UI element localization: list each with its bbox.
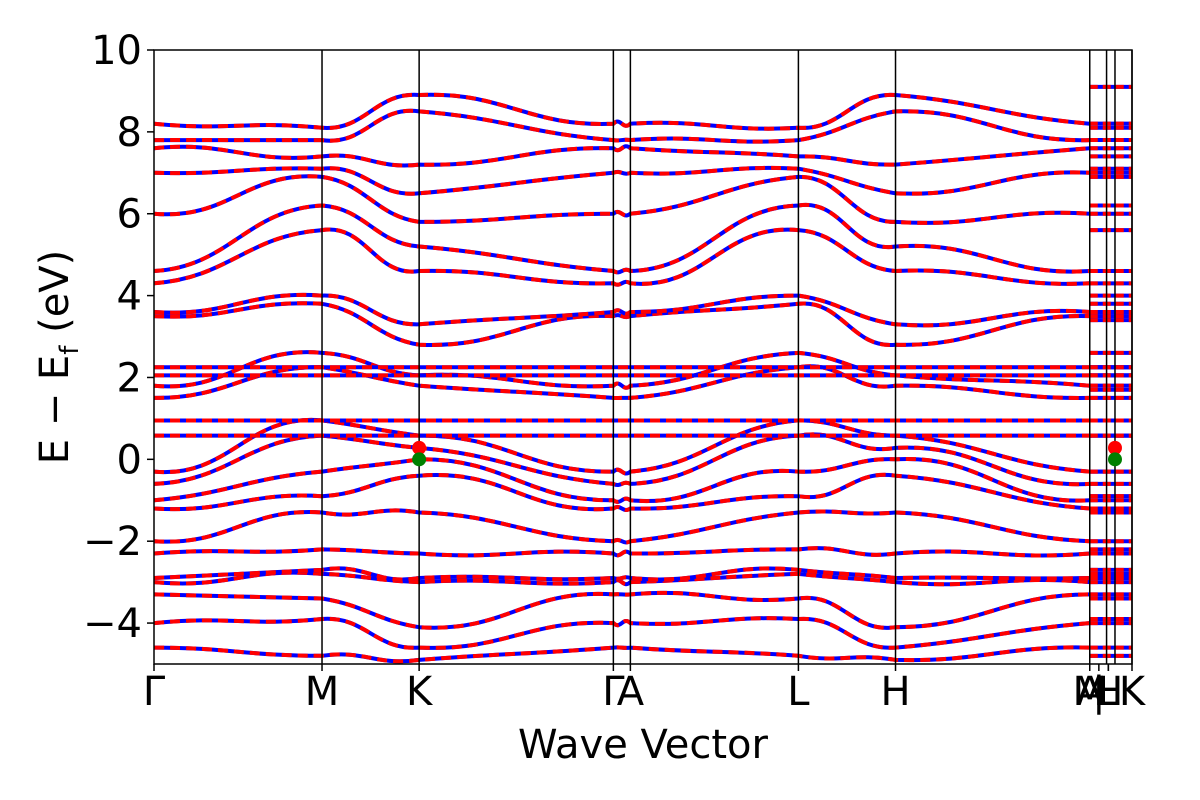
plot-frame [153,49,1133,665]
x-tick-label: M [305,669,340,715]
y-tick-label: 4 [117,274,142,320]
y-tick-label: 0 [117,437,142,483]
y-tick-label: 6 [117,192,142,238]
y-tick-label: 10 [91,28,142,74]
y-axis-label-unit: (eV) [32,250,78,346]
band-edge-markers [412,440,1122,467]
y-axis: −4 −2 0 2 4 6 8 10 [83,28,154,647]
x-axis-label: Wave Vector [518,722,769,768]
x-tick-label: | [1092,669,1105,715]
x-tick-label: H [880,669,910,715]
x-tick-label: Γ [602,669,625,715]
x-tick-label: L [787,669,810,715]
vbm-marker [412,452,427,467]
x-tick-label: H [1093,669,1123,715]
x-axis: Γ M K ΓA L H AM|LHK [143,664,1147,715]
x-tick-label: A [617,669,645,715]
y-axis-label-subscript: f [55,345,85,355]
band-line-spin-down [154,92,1090,131]
high-symmetry-lines [321,50,1133,664]
y-tick-label: 2 [117,355,142,401]
y-axis-label-main: E − E [32,355,78,465]
vbm-marker [1107,452,1122,467]
y-tick-label: −4 [83,601,142,647]
band-line-spin-down [154,174,1090,225]
x-tick-label: K [1119,669,1147,715]
y-axis-label: E − Ef (eV) [32,250,85,465]
cbm-marker [1107,440,1122,455]
x-tick-label: A [1076,669,1104,715]
x-tick-label: L [1097,669,1120,715]
plot-background [154,50,1132,664]
y-tick-label: −2 [83,519,142,565]
x-tick-label: M [1072,669,1107,715]
y-tick-label: 8 [117,110,142,156]
cbm-marker [412,440,427,455]
x-tick-label: Γ [143,669,166,715]
x-tick-label: K [406,669,434,715]
